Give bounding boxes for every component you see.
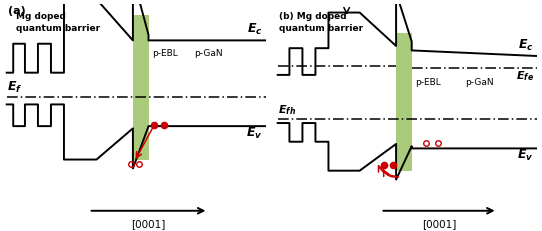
Bar [396,33,412,171]
Text: [0001]: [0001] [131,219,166,229]
Bar [133,16,149,160]
Text: $\bfit{E_{fh}}$: $\bfit{E_{fh}}$ [278,103,296,117]
Text: p-EBL: p-EBL [152,49,177,58]
Text: $\bfit{E_c}$: $\bfit{E_c}$ [247,22,263,37]
Text: (b) Mg doped
quantum barrier: (b) Mg doped quantum barrier [279,12,363,32]
Text: p-GaN: p-GaN [194,49,223,58]
Text: [0001]: [0001] [422,219,456,229]
Text: $\bfit{E_f}$: $\bfit{E_f}$ [7,79,22,94]
Text: Mg doped
quantum barrier: Mg doped quantum barrier [16,12,100,32]
Text: $\bfit{E_v}$: $\bfit{E_v}$ [247,125,263,140]
Text: p-GaN: p-GaN [465,78,494,87]
Text: $\bfit{E_c}$: $\bfit{E_c}$ [518,37,534,52]
Text: $\bfit{E_{fe}}$: $\bfit{E_{fe}}$ [516,69,534,83]
Text: $\bfit{E_v}$: $\bfit{E_v}$ [518,148,534,163]
Text: (a): (a) [8,6,26,16]
Text: p-EBL: p-EBL [416,78,441,87]
